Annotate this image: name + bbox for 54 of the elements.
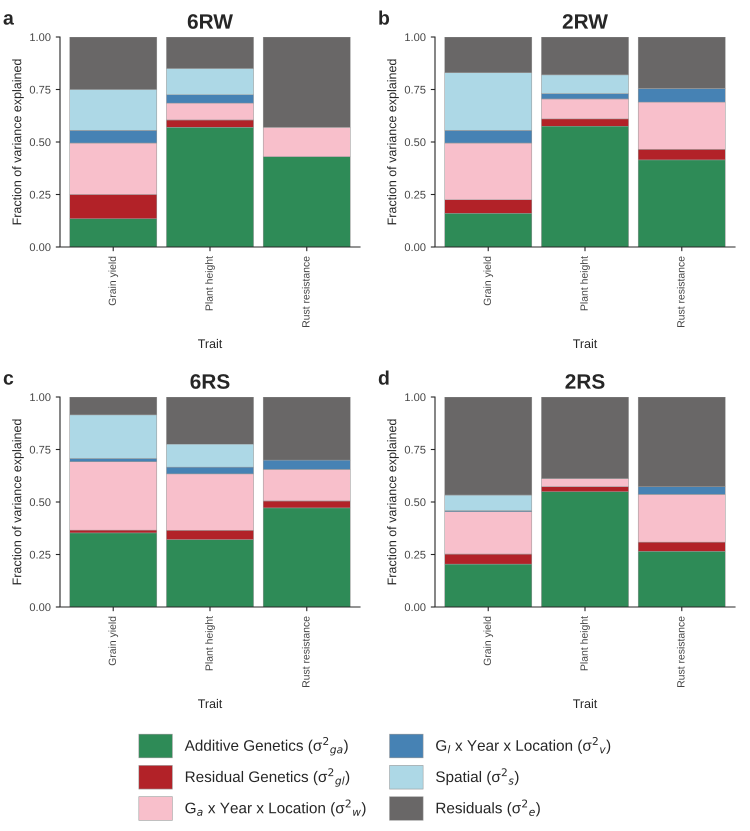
- y-tick-label: 0.75: [30, 446, 51, 454]
- y-tick-label: 0.00: [30, 243, 51, 252]
- chart-title: 6RS: [190, 374, 230, 389]
- text: b: [379, 10, 390, 25]
- text: c: [4, 374, 14, 385]
- x-tick-label: Plant height: [205, 256, 215, 310]
- x-tick-label: Plant height: [580, 256, 590, 310]
- y-tick-label: 0.75: [30, 86, 51, 94]
- x-tick-label: Rust resistance: [302, 616, 310, 687]
- y-tick-label: 1.00: [30, 33, 51, 42]
- y-tick-label: 0.25: [404, 190, 426, 199]
- y-tick-label: 1.00: [405, 33, 426, 42]
- y-axis-title: Fraction of variance explained: [12, 419, 24, 584]
- y-tick-label: 0.75: [404, 86, 426, 94]
- x-axis-title: Trait: [198, 698, 222, 708]
- y-axis-title: Fraction of variance explained: [12, 59, 24, 224]
- y-tick-label: 0.25: [404, 550, 426, 559]
- x-tick-label: Grain yield: [483, 616, 494, 666]
- legend-label: G$_{a}$ x Year x Location (σ$^{2}$$_{w}$): [185, 799, 366, 816]
- y-tick-label: 0.00: [404, 603, 426, 612]
- x-tick-label: Grain yield: [108, 256, 118, 306]
- text: d: [378, 370, 389, 385]
- x-tick-label: Grain yield: [108, 616, 118, 666]
- x-tick-label: Plant height: [205, 616, 215, 670]
- chart-title: 2RW: [562, 14, 608, 29]
- x-axis-title: Trait: [573, 698, 598, 708]
- legend-label: Residual Genetics (σ$^{2}$$_{gl}$): [186, 768, 350, 787]
- legend-label: Additive Genetics (σ$^{2}$$_{ga}$): [184, 736, 348, 756]
- y-tick-label: 1.00: [405, 393, 426, 402]
- legend-label: G$_{l}$ x Year x Location (σ$^{2}$$_{v}$): [436, 736, 610, 754]
- y-tick-label: 0.00: [30, 603, 51, 612]
- x-tick-label: Rust resistance: [302, 256, 310, 327]
- text: a: [4, 14, 14, 25]
- y-tick-label: 0.50: [404, 138, 426, 146]
- y-tick-label: 0.00: [404, 243, 426, 252]
- chart-title: 2RS: [565, 374, 604, 389]
- x-tick-label: Rust resistance: [676, 616, 685, 687]
- y-tick-label: 0.75: [404, 446, 426, 454]
- x-tick-label: Rust resistance: [676, 256, 685, 327]
- y-tick-label: 0.50: [30, 498, 51, 506]
- legend-label: Residuals (σ$^{2}$$_{e}$): [436, 799, 540, 816]
- y-tick-label: 0.50: [30, 138, 51, 146]
- x-tick-label: Plant height: [580, 616, 590, 670]
- y-axis-title: Fraction of variance explained: [387, 59, 399, 224]
- x-axis-title: Trait: [198, 338, 222, 348]
- chart-title: 6RW: [188, 14, 233, 29]
- y-tick-label: 1.00: [30, 393, 51, 402]
- y-tick-label: 0.25: [30, 190, 51, 199]
- y-tick-label: 0.50: [404, 498, 426, 506]
- x-axis-title: Trait: [573, 338, 598, 348]
- x-tick-label: Grain yield: [483, 256, 494, 306]
- legend-label: Spatial (σ$^{2}$$_{s}$): [436, 768, 518, 786]
- y-tick-label: 0.25: [30, 550, 51, 559]
- y-axis-title: Fraction of variance explained: [387, 419, 399, 584]
